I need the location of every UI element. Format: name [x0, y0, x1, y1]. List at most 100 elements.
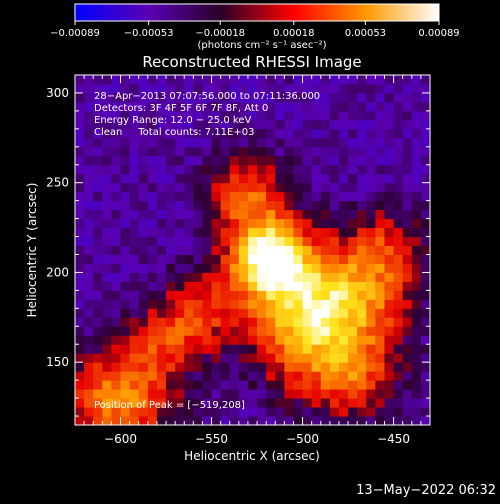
heatmap-pixel: [102, 416, 112, 425]
heatmap-pixel: [284, 182, 294, 193]
heatmap-pixel: [302, 236, 313, 247]
heatmap-pixel: [384, 407, 395, 417]
heatmap-pixel: [202, 371, 213, 381]
heatmap-pixel: [311, 299, 322, 309]
heatmap-pixel: [293, 83, 304, 94]
heatmap-pixel: [320, 380, 331, 390]
heatmap-pixel: [348, 380, 358, 390]
heatmap-pixel: [129, 182, 140, 193]
heatmap-pixel: [75, 83, 85, 94]
heatmap-pixel: [284, 407, 294, 417]
heatmap-pixel: [193, 254, 203, 264]
heatmap-pixel: [384, 380, 395, 390]
heatmap-pixel: [102, 173, 112, 184]
heatmap-pixel: [320, 272, 331, 282]
heatmap-pixel: [120, 155, 131, 166]
heatmap-pixel: [166, 182, 176, 193]
observation-info: 28−Apr−2013 07:07:56.000 to 07:11:36.000…: [94, 91, 320, 138]
heatmap-pixel: [302, 200, 313, 211]
heatmap-pixel: [311, 281, 322, 291]
heatmap-pixel: [184, 371, 194, 381]
heatmap-pixel: [357, 308, 367, 318]
heatmap-pixel: [238, 227, 249, 238]
heatmap-pixel: [175, 272, 185, 282]
heatmap-pixel: [184, 290, 194, 300]
heatmap-pixel: [175, 200, 185, 211]
heatmap-pixel: [120, 209, 131, 220]
heatmap-pixel: [411, 200, 422, 211]
heatmap-pixel: [311, 407, 322, 417]
heatmap-pixel: [284, 119, 294, 130]
heatmap-pixel: [138, 272, 149, 282]
heatmap-pixel: [102, 308, 112, 318]
heatmap-pixel: [393, 200, 404, 211]
heatmap-pixel: [193, 164, 203, 175]
heatmap-pixel: [75, 164, 85, 175]
heatmap-pixel: [257, 299, 267, 309]
heatmap-pixel: [320, 83, 331, 94]
heatmap-pixel: [393, 191, 404, 202]
heatmap-pixel: [357, 128, 367, 139]
heatmap-pixel: [275, 155, 285, 166]
heatmap-pixel: [338, 101, 349, 112]
heatmap-pixel: [166, 83, 176, 94]
heatmap-pixel: [156, 299, 167, 309]
heatmap-pixel: [147, 200, 158, 211]
heatmap-pixel: [238, 371, 249, 381]
heatmap-pixel: [93, 380, 103, 390]
heatmap-pixel: [229, 191, 240, 202]
heatmap-pixel: [284, 173, 294, 184]
heatmap-pixel: [220, 254, 231, 264]
heatmap-pixel: [211, 407, 222, 417]
heatmap-pixel: [320, 344, 331, 354]
heatmap-pixel: [111, 173, 122, 184]
heatmap-pixel: [75, 236, 85, 247]
heatmap-pixel: [402, 191, 413, 202]
heatmap-pixel: [147, 155, 158, 166]
heatmap-pixel: [211, 200, 222, 211]
heatmap-pixel: [238, 245, 249, 255]
heatmap-pixel: [384, 173, 395, 184]
heatmap-pixel: [375, 380, 385, 390]
heatmap-pixel: [411, 182, 422, 193]
heatmap-pixel: [138, 173, 149, 184]
heatmap-pixel: [138, 263, 149, 273]
heatmap-pixel: [211, 362, 222, 372]
heatmap-pixel: [384, 137, 395, 148]
heatmap-pixel: [420, 281, 430, 291]
heatmap-pixel: [211, 308, 222, 318]
heatmap-pixel: [357, 200, 367, 211]
heatmap-pixel: [284, 335, 294, 345]
heatmap-pixel: [348, 290, 358, 300]
heatmap-pixel: [348, 137, 358, 148]
heatmap-pixel: [229, 245, 240, 255]
heatmap-pixel: [284, 227, 294, 238]
heatmap-pixel: [84, 182, 94, 193]
heatmap-pixel: [184, 263, 194, 273]
heatmap-pixel: [84, 398, 94, 408]
heatmap-pixel: [302, 218, 313, 229]
heatmap-pixel: [338, 326, 349, 336]
heatmap-pixel: [284, 245, 294, 255]
heatmap-pixel: [202, 173, 213, 184]
heatmap-pixel: [293, 272, 304, 282]
heatmap-pixel: [175, 371, 185, 381]
heatmap-pixel: [366, 92, 376, 103]
heatmap-pixel: [102, 209, 112, 220]
heatmap-pixel: [411, 191, 422, 202]
heatmap-pixel: [211, 344, 222, 354]
heatmap-pixel: [357, 83, 367, 94]
heatmap-pixel: [393, 128, 404, 139]
heatmap-pixel: [338, 335, 349, 345]
heatmap-pixel: [402, 200, 413, 211]
heatmap-pixel: [93, 110, 103, 121]
heatmap-pixel: [393, 92, 404, 103]
heatmap-pixel: [84, 83, 94, 94]
heatmap-pixel: [329, 83, 340, 94]
heatmap-pixel: [402, 110, 413, 121]
heatmap-pixel: [275, 119, 285, 130]
heatmap-pixel: [393, 119, 404, 130]
heatmap-pixel: [384, 182, 395, 193]
heatmap-pixel: [247, 83, 258, 94]
